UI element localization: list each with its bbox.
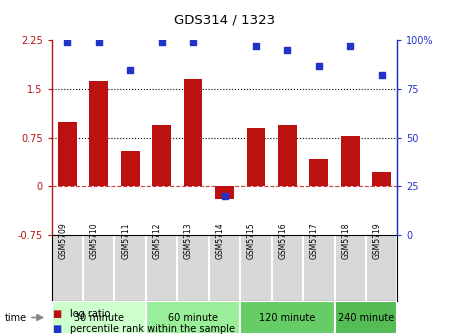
Bar (121, 151, 140, 186)
Point (189, 40, 197, 45)
Point (378, 73, 385, 78)
Point (284, 47, 291, 53)
Point (64, 40, 71, 45)
Text: GSM5714: GSM5714 (216, 222, 224, 259)
Text: time: time (4, 312, 26, 323)
Text: GSM5712: GSM5712 (153, 222, 162, 259)
Text: GSM5716: GSM5716 (278, 222, 287, 259)
Bar (58, 122, 77, 186)
Bar (309, 159, 328, 186)
Text: GSM5719: GSM5719 (373, 222, 382, 259)
Point (158, 40, 165, 45)
Bar (341, 136, 360, 186)
Bar (240, 301, 335, 334)
Text: percentile rank within the sample: percentile rank within the sample (70, 324, 234, 334)
Text: GSM5709: GSM5709 (58, 222, 67, 259)
Text: GDS314 / 1323: GDS314 / 1323 (174, 14, 275, 27)
Point (315, 63, 322, 68)
Text: 60 minute: 60 minute (168, 312, 218, 323)
Bar (184, 79, 202, 186)
Text: GSM5713: GSM5713 (184, 222, 193, 259)
Text: ■: ■ (52, 309, 61, 319)
Text: log ratio: log ratio (70, 309, 110, 319)
Bar (335, 301, 397, 334)
Point (95, 40, 102, 45)
Text: 30 minute: 30 minute (74, 312, 124, 323)
Text: 120 minute: 120 minute (259, 312, 316, 323)
Bar (215, 186, 234, 200)
Text: GSM5717: GSM5717 (310, 222, 319, 259)
Point (347, 43, 354, 49)
Text: 240 minute: 240 minute (338, 312, 394, 323)
Bar (247, 128, 265, 186)
Bar (372, 172, 391, 186)
Point (127, 67, 134, 72)
Bar (89, 81, 108, 186)
Point (252, 43, 260, 49)
Bar (278, 125, 297, 186)
Bar (52, 301, 146, 334)
Bar (146, 301, 240, 334)
Bar (152, 125, 171, 186)
Text: GSM5718: GSM5718 (341, 222, 350, 259)
Text: GSM5715: GSM5715 (247, 222, 256, 259)
Point (221, 194, 228, 199)
Text: ■: ■ (52, 324, 61, 334)
Text: GSM5710: GSM5710 (90, 222, 99, 259)
Text: GSM5711: GSM5711 (121, 222, 130, 259)
